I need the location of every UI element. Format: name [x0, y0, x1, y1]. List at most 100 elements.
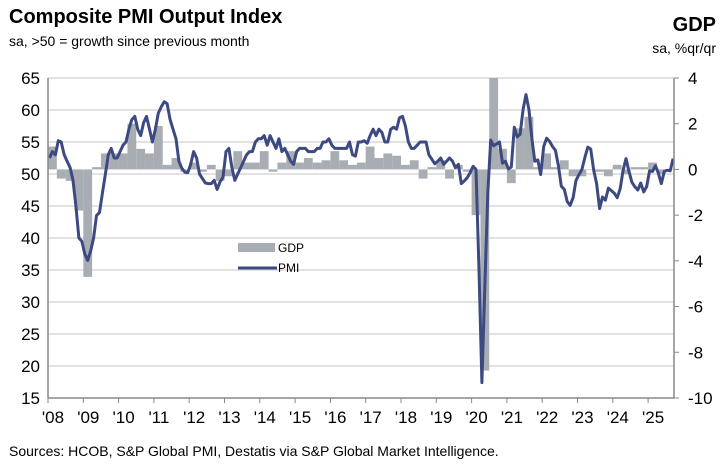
legend-gdp-swatch: [238, 243, 275, 252]
gdp-bar: [489, 78, 499, 170]
y-left-tick-label: 30: [21, 293, 40, 312]
gdp-bar: [145, 153, 154, 170]
gdp-bar: [612, 164, 622, 170]
x-tick-label: '25: [642, 408, 664, 427]
gdp-bar: [542, 153, 552, 170]
x-tick-label: '10: [113, 408, 135, 427]
x-tick-label: '09: [77, 408, 99, 427]
gdp-bar: [656, 169, 666, 174]
gdp-bar: [233, 151, 243, 170]
legend-gdp-label: GDP: [278, 241, 304, 255]
gdp-bar: [409, 160, 419, 170]
gdp-bar: [171, 158, 181, 170]
gdp-bar: [277, 162, 287, 170]
gdp-bar: [603, 169, 613, 177]
x-tick-label: '24: [607, 408, 629, 427]
gdp-bar: [206, 164, 216, 170]
gdp-bar: [250, 162, 260, 170]
y-left-tick-label: 25: [21, 325, 40, 344]
gdp-bar: [374, 158, 384, 170]
y-left-tick-label: 45: [21, 197, 40, 216]
gdp-bar: [330, 151, 340, 170]
gdp-bar: [648, 162, 657, 170]
gdp-bar: [162, 164, 172, 170]
x-tick-label: '18: [395, 408, 417, 427]
y-left-tick-label: 20: [21, 357, 40, 376]
x-tick-label: '19: [430, 408, 452, 427]
gdp-bar: [83, 169, 93, 277]
right-axis-title: GDP: [672, 14, 716, 36]
gdp-bar: [198, 169, 207, 172]
gdp-bar: [339, 160, 349, 170]
gdp-bar: [303, 158, 313, 170]
gdp-bar: [621, 169, 631, 174]
gdp-bar: [100, 153, 110, 170]
gdp-bar: [559, 160, 569, 170]
y-left-tick-label: 35: [21, 261, 40, 280]
gdp-bar: [630, 167, 640, 170]
pmi-line: [48, 93, 675, 385]
gdp-bar: [418, 169, 428, 179]
right-axis-subtitle: sa, %qr/qr: [652, 40, 716, 56]
chart-title: Composite PMI Output Index: [9, 6, 283, 28]
gdp-bar: [506, 169, 516, 184]
y-right-tick-label: -4: [688, 252, 703, 271]
y-left-tick-label: 40: [21, 229, 40, 248]
gdp-bar: [365, 146, 375, 170]
gdp-bar: [568, 169, 578, 177]
gdp-bar: [56, 169, 66, 179]
gdp-bar: [321, 160, 331, 170]
y-right-tick-label: 0: [688, 160, 697, 179]
gdp-bar: [524, 116, 534, 170]
x-tick-label: '15: [289, 408, 311, 427]
x-tick-label: '13: [218, 408, 240, 427]
x-tick-label: '16: [324, 408, 346, 427]
y-left-tick-label: 65: [21, 69, 40, 88]
x-tick-label: '17: [360, 408, 382, 427]
gdp-bar: [595, 169, 604, 172]
gdp-bar: [136, 148, 146, 170]
y-left-tick-label: 15: [21, 389, 40, 408]
gdp-bar: [436, 160, 446, 170]
gdp-bar: [312, 162, 322, 170]
gdp-bar: [515, 128, 525, 170]
gdp-bar: [215, 169, 225, 181]
gdp-bar: [427, 167, 437, 170]
gdp-bar: [92, 167, 101, 170]
y-left-tick-label: 55: [21, 133, 40, 152]
gdp-bar: [295, 162, 304, 170]
gdp-bar: [445, 169, 454, 179]
y-right-tick-label: 4: [688, 69, 697, 88]
gdp-bar: [153, 126, 163, 170]
gdp-bar: [189, 162, 199, 170]
gdp-bar: [109, 153, 119, 170]
y-right-tick-label: -6: [688, 298, 703, 317]
gdp-bar: [127, 123, 137, 170]
y-right-tick-label: 2: [688, 115, 697, 134]
x-tick-label: '08: [42, 408, 64, 427]
x-tick-label: '22: [536, 408, 558, 427]
y-right-tick-label: -8: [688, 343, 703, 362]
gdp-bar: [65, 169, 75, 181]
gdp-bar: [74, 169, 84, 211]
y-left-tick-label: 50: [21, 165, 40, 184]
y-left-tick-label: 60: [21, 101, 40, 120]
gdp-bar: [533, 167, 543, 170]
gdp-bar: [639, 167, 649, 170]
gdp-bar: [268, 169, 278, 172]
gdp-bars: [48, 78, 674, 371]
gdp-bar: [224, 169, 234, 177]
x-tick-label: '20: [466, 408, 488, 427]
gdp-bar: [118, 153, 128, 170]
gdp-bar: [383, 153, 393, 170]
x-tick-label: '23: [571, 408, 593, 427]
gdp-bar: [551, 167, 560, 170]
gdp-bar: [356, 162, 366, 170]
x-tick-label: '11: [148, 408, 169, 427]
gdp-bar: [392, 155, 401, 170]
gdp-bar: [586, 169, 596, 170]
y-right-tick-label: -2: [688, 206, 703, 225]
gdp-bar: [242, 162, 251, 170]
